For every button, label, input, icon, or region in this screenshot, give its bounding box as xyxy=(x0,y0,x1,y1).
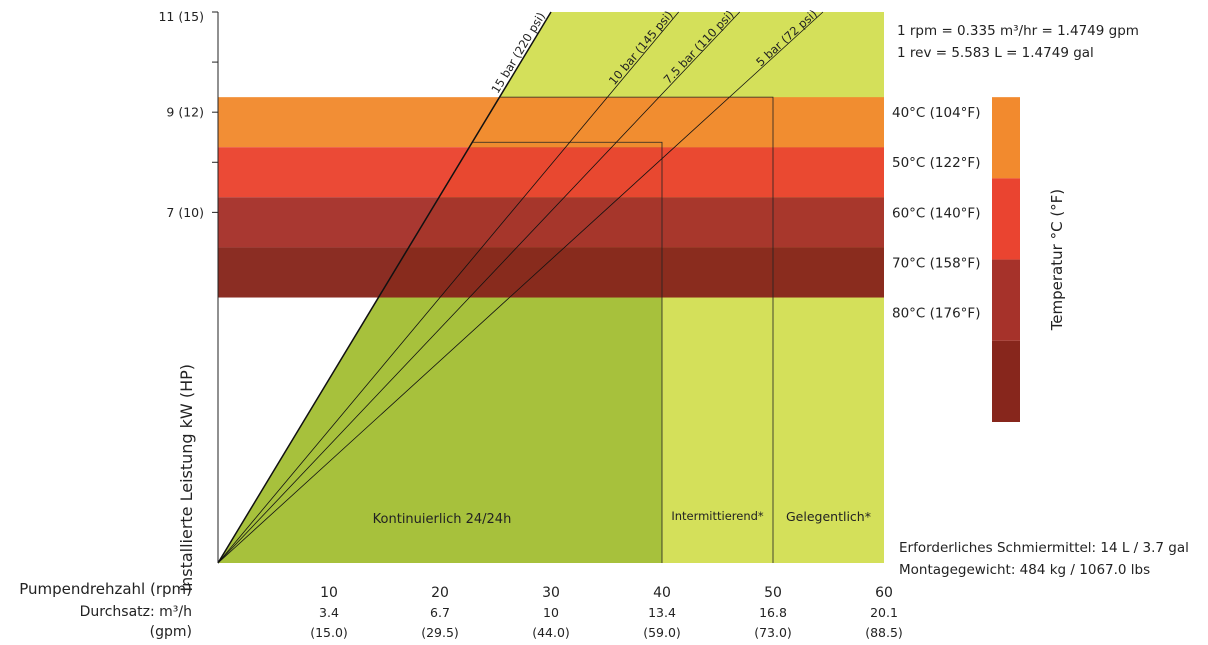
flow-row-label: Durchsatz: m³/h xyxy=(79,604,192,620)
zone-label-gelegentlich: Gelegentlich* xyxy=(786,509,871,524)
flow-gpm-3: (44.0) xyxy=(532,625,570,640)
temperature-label-1: 40°C (104°F) xyxy=(892,105,980,121)
pressure-line-3 xyxy=(217,11,740,564)
conversion-rpm: 1 rpm = 0.335 m³/hr = 1.4749 gpm xyxy=(897,23,1139,39)
x-tick-label-6: 60 xyxy=(875,585,893,601)
x-tick-label-1: 10 xyxy=(320,585,338,601)
pressure-line-4 xyxy=(217,11,824,564)
temperature-legend-segment-1 xyxy=(992,97,1020,179)
temperature-legend-segment-3 xyxy=(992,259,1020,341)
flow-row-sublabel: (gpm) xyxy=(149,624,192,640)
flow-value-2: 6.7 xyxy=(430,605,450,620)
zone-label-kontinuierlich: Kontinuierlich 24/24h xyxy=(373,512,512,527)
x-tick-label-5: 50 xyxy=(764,585,782,601)
y-tick-label-2: 9 (12) xyxy=(166,105,204,120)
temperature-band-2 xyxy=(218,147,884,198)
temperature-label-2: 50°C (122°F) xyxy=(892,155,980,171)
zone-label-intermittierend: Intermittierend* xyxy=(671,509,764,523)
flow-value-6: 20.1 xyxy=(870,605,898,620)
x-tick-label-3: 30 xyxy=(542,585,560,601)
temperature-band-3 xyxy=(218,197,884,248)
lubricant-info: Erforderliches Schmiermittel: 14 L / 3.7… xyxy=(899,540,1189,556)
flow-gpm-4: (59.0) xyxy=(643,625,681,640)
y-tick-label-3: 11 (15) xyxy=(158,9,204,24)
y-axis-title: Installierte Leistung kW (HP) xyxy=(177,364,196,592)
weight-info: Montagegewicht: 484 kg / 1067.0 lbs xyxy=(899,562,1151,578)
temperature-band-1 xyxy=(218,97,884,148)
flow-gpm-2: (29.5) xyxy=(421,625,459,640)
temperature-legend-segment-4 xyxy=(992,340,1020,422)
temperature-label-5: 80°C (176°F) xyxy=(892,306,980,322)
conversion-rev: 1 rev = 5.583 L = 1.4749 gal xyxy=(897,45,1094,61)
y-tick-label-1: 7 (10) xyxy=(166,205,204,220)
x-tick-label-4: 40 xyxy=(653,585,671,601)
flow-gpm-6: (88.5) xyxy=(865,625,903,640)
pressure-line-1 xyxy=(217,11,552,564)
pressure-line-2 xyxy=(217,11,679,564)
flow-value-1: 3.4 xyxy=(319,605,339,620)
x-axis-title: Pumpendrehzahl (rpm) xyxy=(19,580,192,598)
temperature-band-4 xyxy=(218,247,884,298)
flow-gpm-1: (15.0) xyxy=(310,625,348,640)
flow-gpm-5: (73.0) xyxy=(754,625,792,640)
flow-value-3: 10 xyxy=(543,605,559,620)
temperature-legend-title: Temperatur °C (°F) xyxy=(1048,189,1066,331)
flow-value-4: 13.4 xyxy=(648,605,676,620)
temperature-legend-segment-2 xyxy=(992,178,1020,260)
flow-value-5: 16.8 xyxy=(759,605,787,620)
temperature-label-3: 60°C (140°F) xyxy=(892,205,980,221)
x-tick-label-2: 20 xyxy=(431,585,449,601)
temperature-label-4: 70°C (158°F) xyxy=(892,255,980,271)
